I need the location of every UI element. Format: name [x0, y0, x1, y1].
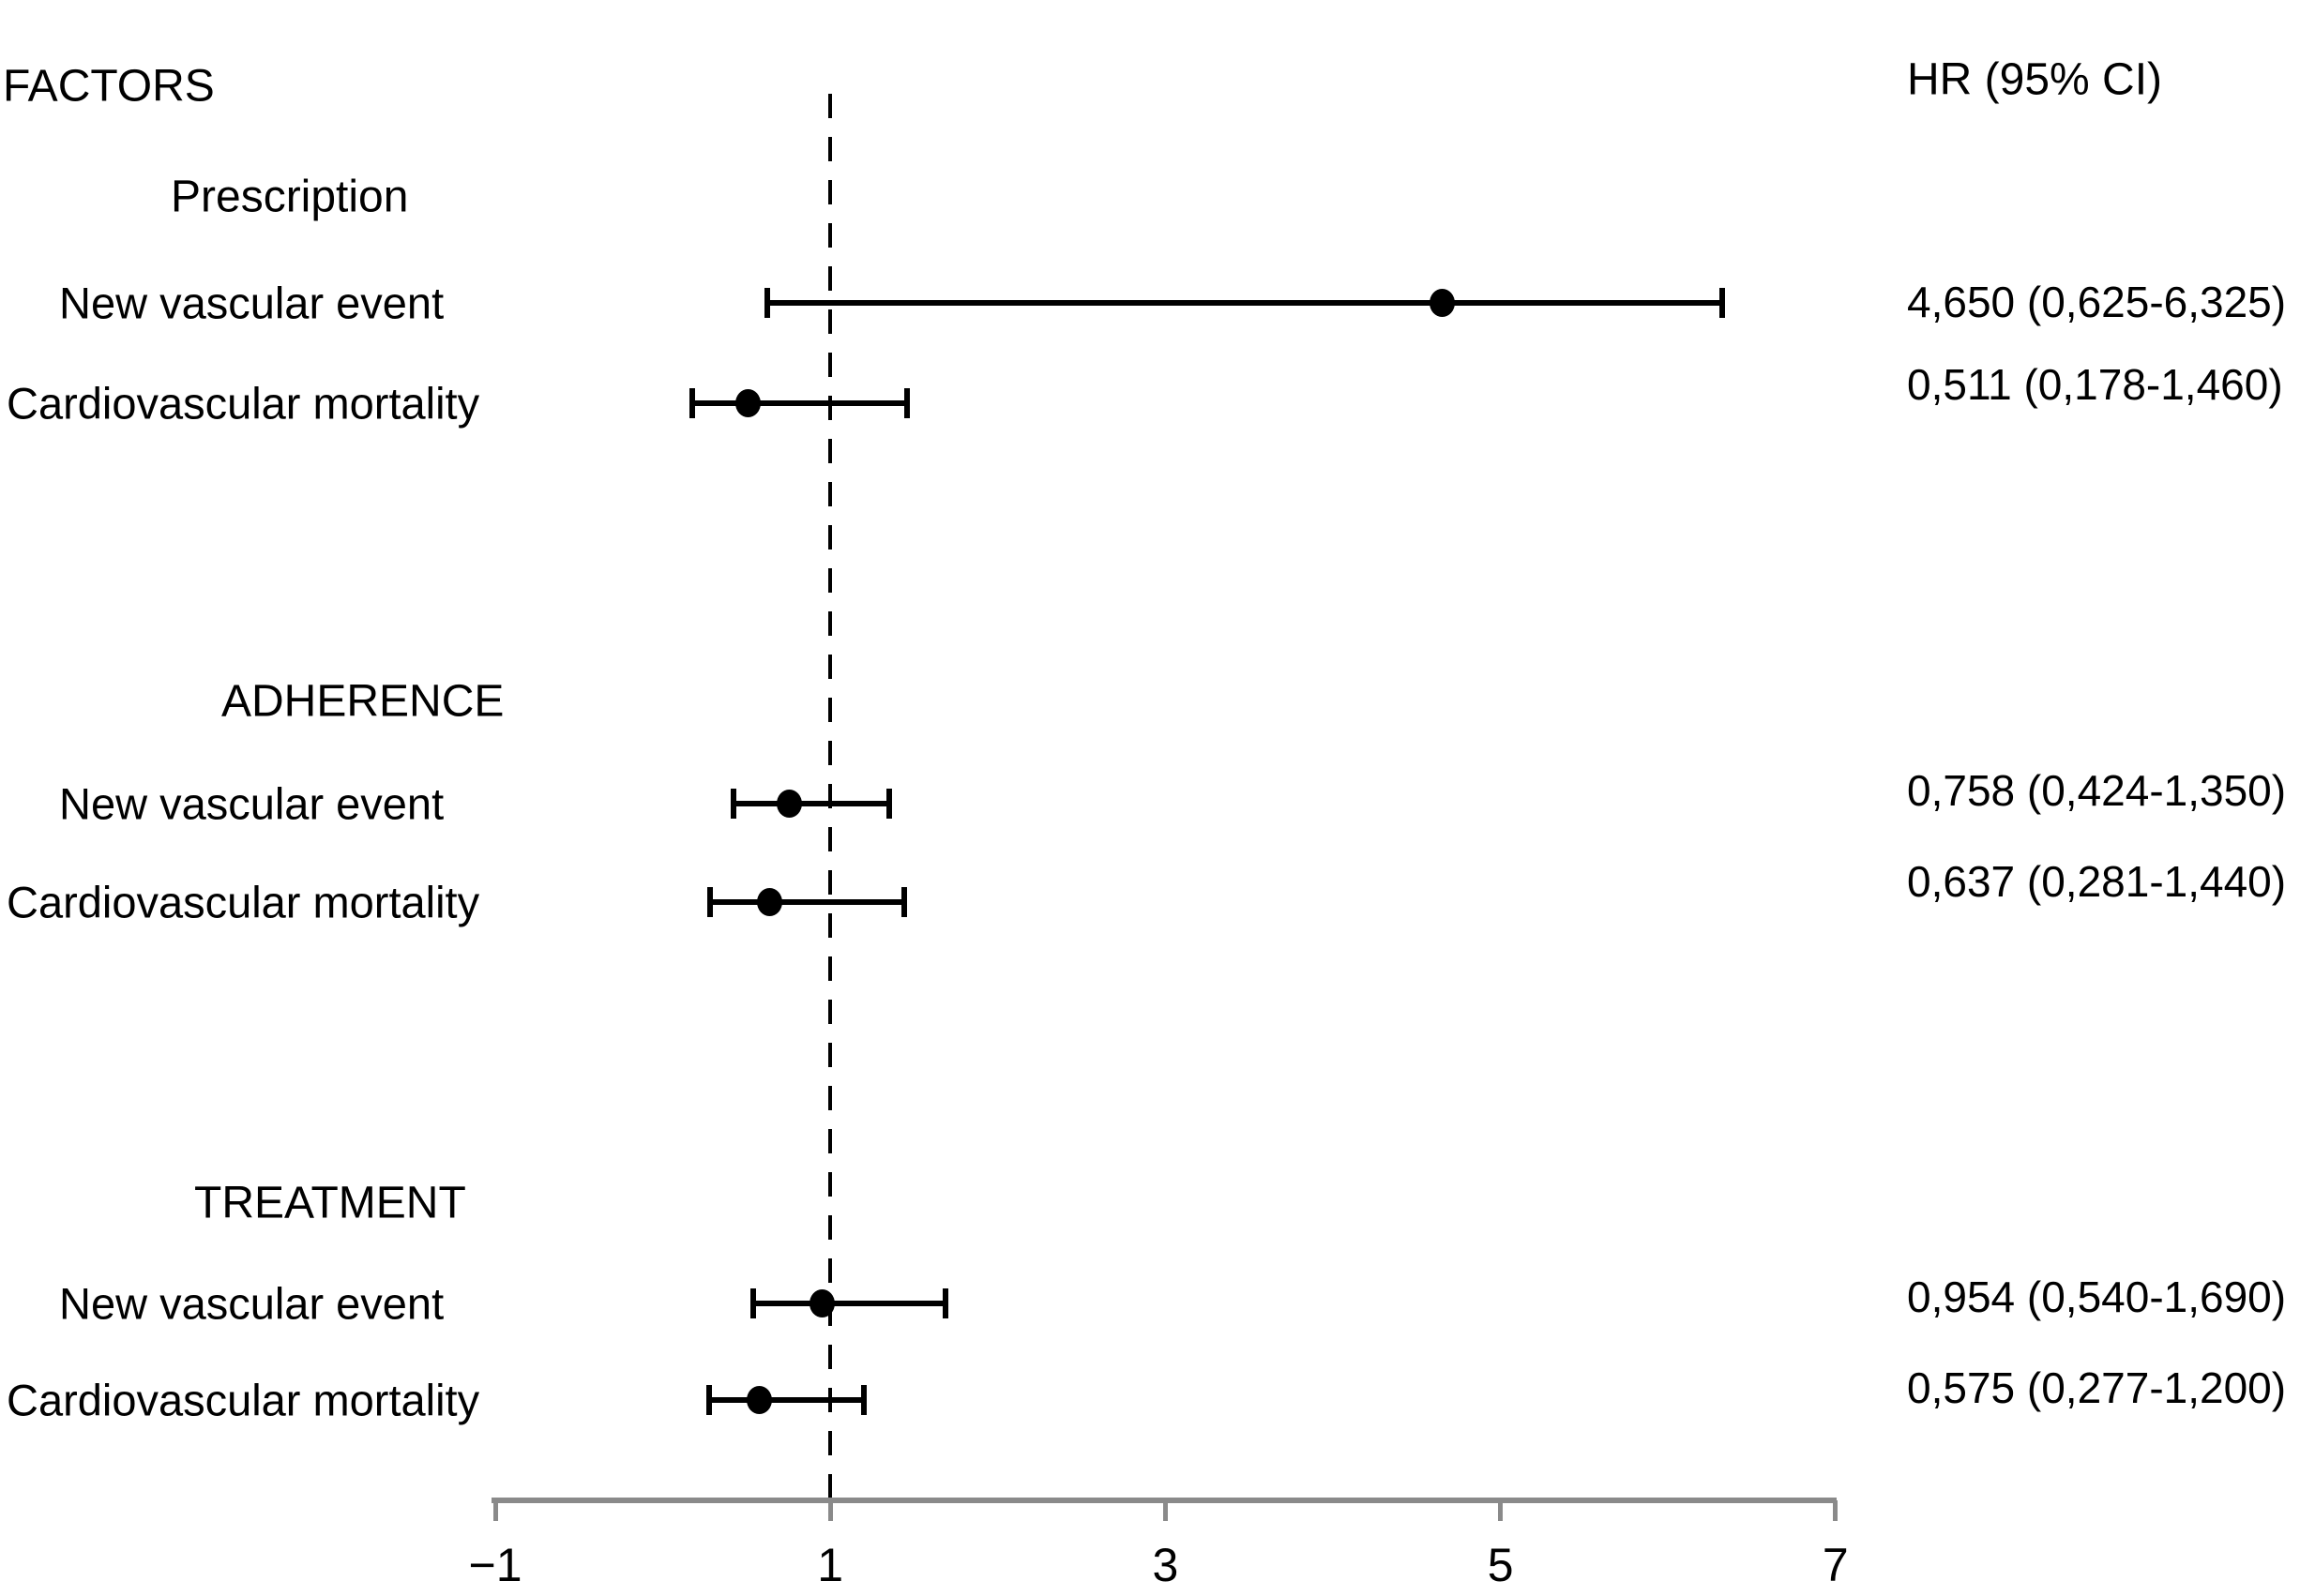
point-marker	[810, 1289, 836, 1317]
point-marker	[777, 790, 803, 818]
ci-cap-high	[1719, 288, 1726, 318]
row-label: Cardiovascular mortality	[7, 378, 480, 429]
ci-line	[767, 300, 1723, 306]
ci-cap-low	[706, 887, 713, 917]
ci-cap-high	[860, 1385, 867, 1415]
row-label: New vascular event	[59, 778, 445, 829]
column-header-hr-ci: HR (95% CI)	[1907, 54, 2163, 105]
point-marker	[756, 888, 782, 916]
row-label: New vascular event	[59, 1278, 445, 1329]
ci-line	[692, 400, 908, 406]
x-axis-tick	[492, 1500, 498, 1521]
ci-line	[734, 801, 889, 806]
group-label: TREATMENT	[194, 1178, 466, 1228]
x-axis-tick-label: −1	[468, 1539, 522, 1591]
hr-value: 4,650 (0,625-6,325)	[1907, 278, 2287, 326]
hr-value: 0,637 (0,281-1,440)	[1907, 857, 2287, 906]
x-axis-tick	[827, 1500, 833, 1521]
group-label: Prescription	[171, 172, 409, 222]
hr-value: 0,758 (0,424-1,350)	[1907, 766, 2287, 815]
x-axis-tick-label: 5	[1487, 1539, 1514, 1591]
ci-cap-high	[943, 1288, 949, 1318]
ci-cap-low	[689, 388, 696, 418]
x-axis-tick-label: 3	[1152, 1539, 1179, 1591]
x-axis-tick	[1833, 1500, 1838, 1521]
ci-cap-high	[885, 789, 892, 819]
point-marker	[746, 1386, 772, 1414]
row-label: Cardiovascular mortality	[7, 1375, 480, 1425]
x-axis-tick-label: 1	[817, 1539, 844, 1591]
point-marker	[735, 389, 762, 417]
ci-line	[709, 1397, 864, 1403]
hr-value: 0,511 (0,178-1,460)	[1907, 360, 2283, 409]
hr-value: 0,954 (0,540-1,690)	[1907, 1272, 2287, 1321]
row-label: Cardiovascular mortality	[7, 877, 480, 927]
hr-value: 0,575 (0,277-1,200)	[1907, 1363, 2287, 1412]
x-axis-tick-label: 7	[1822, 1539, 1849, 1591]
x-axis-tick	[1498, 1500, 1504, 1521]
row-label: New vascular event	[59, 278, 445, 328]
ci-line	[753, 1301, 946, 1306]
point-marker	[1429, 289, 1455, 317]
ci-cap-low	[750, 1288, 757, 1318]
ci-cap-low	[706, 1385, 713, 1415]
group-label: ADHERENCE	[221, 676, 505, 727]
ci-cap-low	[764, 288, 771, 318]
ci-cap-high	[904, 388, 911, 418]
ci-cap-low	[731, 789, 737, 819]
ci-cap-high	[900, 887, 907, 917]
x-axis-tick	[1162, 1500, 1168, 1521]
column-header-factors: FACTORS	[3, 61, 215, 112]
ci-line	[709, 899, 904, 905]
